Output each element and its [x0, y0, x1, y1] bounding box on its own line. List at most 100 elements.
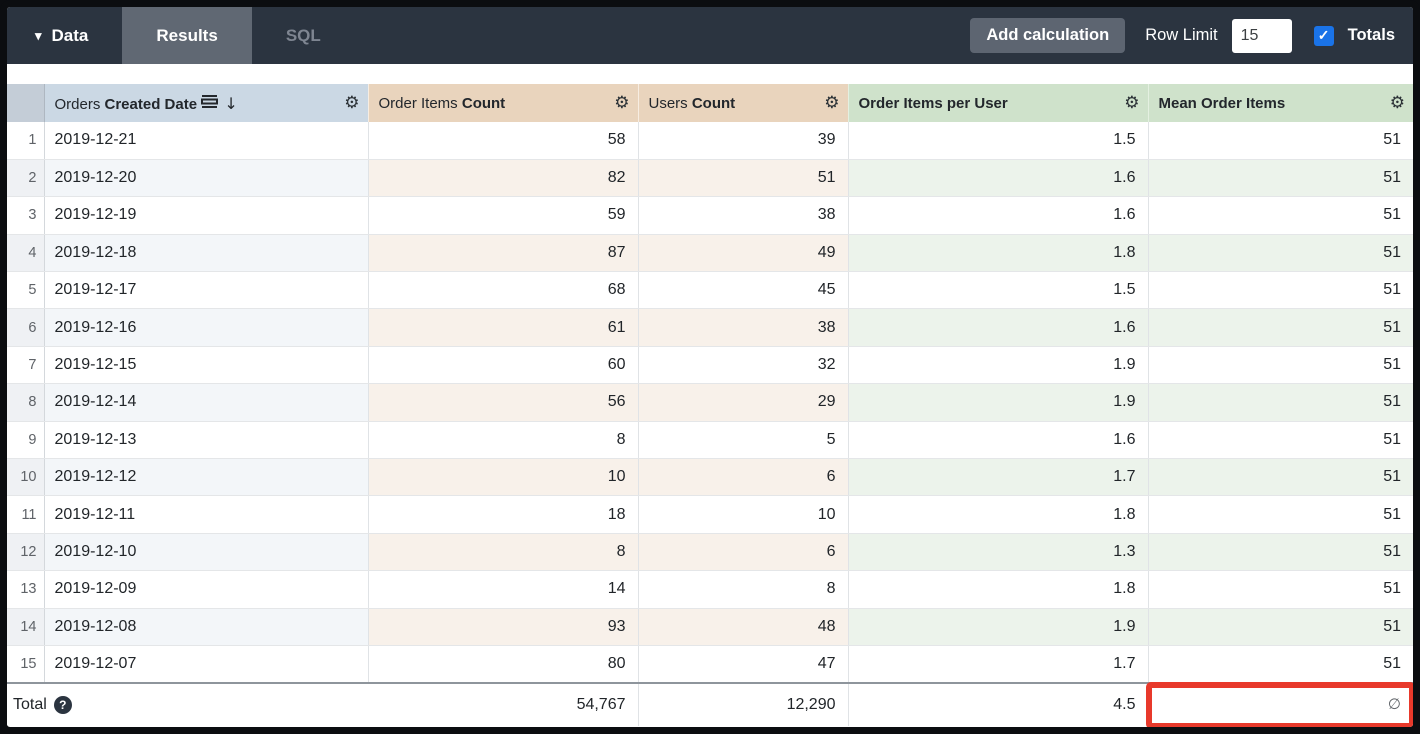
- cell-order-items-count[interactable]: 8: [368, 533, 639, 572]
- cell-mean-order-items[interactable]: 51: [1148, 234, 1413, 273]
- cell-date[interactable]: 2019-12-08: [44, 608, 369, 646]
- cell-order-items-per-user[interactable]: 1.5: [848, 271, 1149, 310]
- cell-mean-order-items[interactable]: 51: [1148, 159, 1413, 198]
- cell-order-items-per-user[interactable]: 1.6: [848, 159, 1149, 198]
- cell-order-items-count[interactable]: 18: [368, 495, 639, 534]
- cell-order-items-count[interactable]: 82: [368, 159, 639, 198]
- cell-order-items-count[interactable]: 93: [368, 608, 639, 646]
- cell-users-count[interactable]: 38: [638, 308, 849, 347]
- cell-order-items-per-user[interactable]: 1.3: [848, 533, 1149, 572]
- cell-mean-order-items[interactable]: 51: [1148, 383, 1413, 422]
- cell-users-count[interactable]: 32: [638, 346, 849, 385]
- cell-date[interactable]: 2019-12-20: [44, 159, 369, 198]
- cell-date[interactable]: 2019-12-13: [44, 421, 369, 460]
- tab-results[interactable]: Results: [122, 7, 252, 64]
- total-mean-order-items[interactable]: ∅: [1145, 681, 1413, 727]
- cell-order-items-per-user[interactable]: 1.5: [848, 122, 1149, 160]
- cell-order-items-count[interactable]: 68: [368, 271, 639, 310]
- cell-date[interactable]: 2019-12-09: [44, 570, 369, 609]
- cell-date[interactable]: 2019-12-18: [44, 234, 369, 273]
- cell-users-count[interactable]: 45: [638, 271, 849, 310]
- cell-date[interactable]: 2019-12-19: [44, 196, 369, 235]
- cell-mean-order-items[interactable]: 51: [1148, 458, 1413, 497]
- cell-users-count[interactable]: 6: [638, 458, 849, 497]
- cell-order-items-per-user[interactable]: 1.9: [848, 346, 1149, 385]
- cell-date[interactable]: 2019-12-14: [44, 383, 369, 422]
- cell-order-items-count[interactable]: 60: [368, 346, 639, 385]
- sort-descending-icon[interactable]: ↓: [224, 94, 238, 113]
- totals-checkbox[interactable]: ✓: [1313, 25, 1334, 46]
- cell-mean-order-items[interactable]: 51: [1148, 421, 1413, 460]
- subtotals-icon[interactable]: [201, 93, 220, 109]
- cell-order-items-per-user[interactable]: 1.9: [848, 383, 1149, 422]
- cell-mean-order-items[interactable]: 51: [1148, 533, 1413, 572]
- cell-users-count[interactable]: 51: [638, 159, 849, 198]
- column-header-mean-order-items[interactable]: Mean Order Items ⚙: [1147, 84, 1413, 122]
- tab-sql[interactable]: SQL: [285, 25, 321, 45]
- gear-icon[interactable]: ⚙: [1389, 92, 1405, 113]
- cell-mean-order-items[interactable]: 51: [1148, 122, 1413, 160]
- cell-date[interactable]: 2019-12-16: [44, 308, 369, 347]
- cell-mean-order-items[interactable]: 51: [1148, 495, 1413, 534]
- cell-order-items-count[interactable]: 10: [368, 458, 639, 497]
- cell-order-items-count[interactable]: 14: [368, 570, 639, 609]
- cell-order-items-per-user[interactable]: 1.6: [848, 308, 1149, 347]
- cell-users-count[interactable]: 47: [638, 645, 849, 684]
- cell-order-items-per-user[interactable]: 1.7: [848, 645, 1149, 684]
- cell-date[interactable]: 2019-12-10: [44, 533, 369, 572]
- cell-order-items-per-user[interactable]: 1.8: [848, 234, 1149, 273]
- total-order-items-per-user[interactable]: 4.5: [848, 681, 1149, 726]
- gear-icon[interactable]: ⚙: [344, 92, 360, 113]
- column-header-order-items-per-user[interactable]: Order Items per User ⚙: [847, 84, 1148, 122]
- cell-mean-order-items[interactable]: 51: [1148, 645, 1413, 684]
- cell-order-items-count[interactable]: 87: [368, 234, 639, 273]
- cell-users-count[interactable]: 10: [638, 495, 849, 534]
- cell-order-items-count[interactable]: 56: [368, 383, 639, 422]
- data-section-toggle[interactable]: ▾ Data: [7, 7, 122, 64]
- gear-icon[interactable]: ⚙: [1124, 92, 1140, 113]
- cell-order-items-per-user[interactable]: 1.6: [848, 421, 1149, 460]
- cell-order-items-per-user[interactable]: 1.8: [848, 495, 1149, 534]
- cell-date[interactable]: 2019-12-15: [44, 346, 369, 385]
- cell-order-items-per-user[interactable]: 1.8: [848, 570, 1149, 609]
- cell-mean-order-items[interactable]: 51: [1148, 570, 1413, 609]
- cell-order-items-count[interactable]: 8: [368, 421, 639, 460]
- cell-users-count[interactable]: 8: [638, 570, 849, 609]
- cell-users-count[interactable]: 5: [638, 421, 849, 460]
- gear-icon[interactable]: ⚙: [824, 92, 840, 113]
- cell-order-items-count[interactable]: 58: [368, 122, 639, 160]
- cell-order-items-count[interactable]: 61: [368, 308, 639, 347]
- cell-date[interactable]: 2019-12-11: [44, 495, 369, 534]
- cell-order-items-count[interactable]: 80: [368, 645, 639, 684]
- cell-users-count[interactable]: 49: [638, 234, 849, 273]
- cell-order-items-per-user[interactable]: 1.7: [848, 458, 1149, 497]
- cell-mean-order-items[interactable]: 51: [1148, 608, 1413, 646]
- column-header-order-items-count[interactable]: Order Items Count ⚙: [367, 84, 638, 122]
- total-order-items-count[interactable]: 54,767: [368, 681, 639, 726]
- column-header-users-count[interactable]: Users Count ⚙: [637, 84, 848, 122]
- column-title: Order Items per User: [858, 94, 1008, 112]
- help-icon[interactable]: ?: [53, 695, 72, 714]
- total-users-count[interactable]: 12,290: [638, 681, 849, 726]
- column-title: Mean Order Items: [1158, 94, 1286, 112]
- cell-users-count[interactable]: 39: [638, 122, 849, 160]
- cell-users-count[interactable]: 48: [638, 608, 849, 646]
- column-header-orders-created-date[interactable]: Orders Created Date ↓ ⚙: [44, 84, 368, 122]
- cell-mean-order-items[interactable]: 51: [1148, 346, 1413, 385]
- cell-users-count[interactable]: 29: [638, 383, 849, 422]
- cell-users-count[interactable]: 6: [638, 533, 849, 572]
- cell-order-items-per-user[interactable]: 1.9: [848, 608, 1149, 646]
- cell-mean-order-items[interactable]: 51: [1148, 308, 1413, 347]
- cell-date[interactable]: 2019-12-21: [44, 122, 369, 160]
- cell-users-count[interactable]: 38: [638, 196, 849, 235]
- cell-mean-order-items[interactable]: 51: [1148, 271, 1413, 310]
- cell-order-items-per-user[interactable]: 1.6: [848, 196, 1149, 235]
- cell-date[interactable]: 2019-12-17: [44, 271, 369, 310]
- row-limit-input[interactable]: [1231, 18, 1292, 53]
- cell-date[interactable]: 2019-12-07: [44, 645, 369, 684]
- cell-mean-order-items[interactable]: 51: [1148, 196, 1413, 235]
- gear-icon[interactable]: ⚙: [614, 92, 630, 113]
- add-calculation-button[interactable]: Add calculation: [970, 18, 1126, 53]
- cell-order-items-count[interactable]: 59: [368, 196, 639, 235]
- cell-date[interactable]: 2019-12-12: [44, 458, 369, 497]
